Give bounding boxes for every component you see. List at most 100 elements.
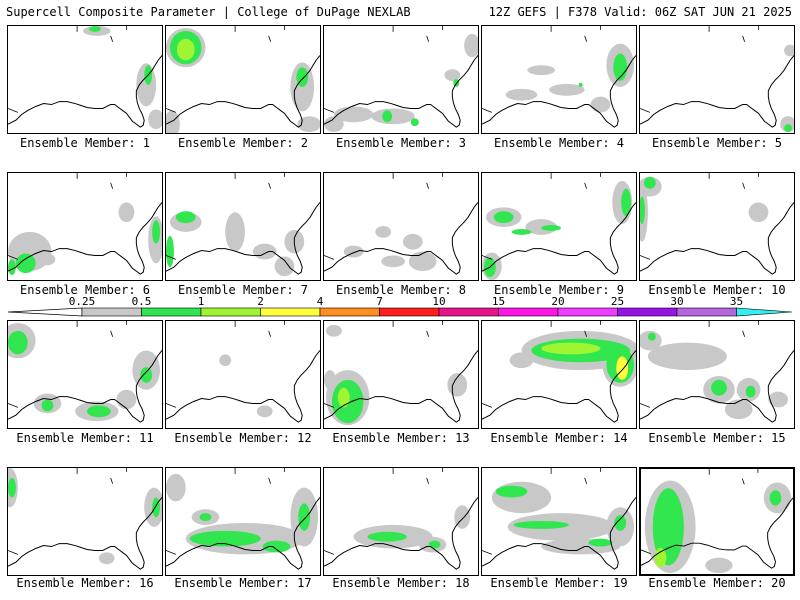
scp-contour-fill xyxy=(769,490,782,506)
colorbar-legend: 0.25 0.5 1 2 4 7 10 15 20 25 30 35 xyxy=(8,296,792,317)
scp-contour-fill xyxy=(549,83,585,96)
ensemble-member-map[interactable] xyxy=(481,172,637,281)
scp-contour-fill xyxy=(444,69,461,81)
ensemble-member-map[interactable] xyxy=(481,320,637,429)
scp-contour-fill xyxy=(166,235,174,268)
member-label: Ensemble Member: 2 xyxy=(177,136,309,150)
colorbar-segment xyxy=(676,307,737,317)
member-map-canvas xyxy=(324,468,478,570)
scp-contour-fill xyxy=(274,256,295,277)
state-border xyxy=(110,35,114,42)
member-map-canvas xyxy=(482,26,636,128)
scp-contour-fill xyxy=(491,481,552,514)
scp-contour-fill xyxy=(98,552,115,565)
coastline xyxy=(641,497,793,569)
state-border xyxy=(584,35,588,42)
ensemble-member-map[interactable] xyxy=(7,467,163,576)
scp-contour-fill xyxy=(402,233,423,250)
scp-contour-fill xyxy=(86,405,111,418)
member-label: Ensemble Member: 7 xyxy=(177,283,309,297)
coastline xyxy=(482,202,636,275)
member-map-canvas xyxy=(482,173,636,280)
coastline xyxy=(482,55,636,128)
state-border xyxy=(741,478,745,485)
scp-contour-fill xyxy=(116,389,137,410)
coastline xyxy=(324,497,478,570)
colorbar-segment xyxy=(319,307,380,317)
scp-contour-fill xyxy=(39,253,56,266)
member-map-canvas xyxy=(166,468,320,570)
scp-contour-fill xyxy=(8,330,28,355)
state-border xyxy=(640,255,651,260)
ensemble-member-map[interactable] xyxy=(639,467,795,576)
state-border xyxy=(324,255,335,260)
ensemble-member-map[interactable] xyxy=(165,320,321,429)
scp-contour-fill xyxy=(724,399,753,420)
state-border xyxy=(324,403,335,408)
state-border xyxy=(426,35,430,42)
scp-contour-fill xyxy=(375,226,392,238)
state-border xyxy=(742,35,746,42)
coastline xyxy=(324,350,478,423)
scp-contour-fill xyxy=(324,116,344,133)
scp-contour-fill xyxy=(621,188,632,217)
scp-contour-fill xyxy=(140,367,153,383)
state-border xyxy=(584,182,588,189)
coastline xyxy=(482,497,636,570)
scp-contour-fill xyxy=(652,488,684,566)
ensemble-member-map[interactable] xyxy=(323,25,479,134)
ensemble-member-map[interactable] xyxy=(639,172,795,281)
scp-contour-fill xyxy=(41,399,54,412)
state-border xyxy=(482,403,493,408)
scp-contour-fill xyxy=(256,405,273,418)
ensemble-member-map[interactable] xyxy=(639,320,795,429)
coastline xyxy=(640,55,794,128)
member-map-canvas xyxy=(482,468,636,570)
scp-contour-fill xyxy=(578,82,583,87)
member-label: Ensemble Member: 10 xyxy=(648,283,786,297)
member-map-canvas xyxy=(324,321,478,426)
scp-contour-fill xyxy=(768,391,789,408)
ensemble-member-map[interactable] xyxy=(323,467,479,576)
ensemble-member-map[interactable] xyxy=(323,320,479,429)
state-border xyxy=(268,477,272,484)
state-border xyxy=(742,182,746,189)
colorbar-segment xyxy=(81,307,142,317)
scp-contour-fill xyxy=(408,251,437,272)
ensemble-member-map[interactable] xyxy=(639,25,795,134)
state-border xyxy=(268,35,272,42)
coastline xyxy=(8,55,162,128)
ensemble-member-map[interactable] xyxy=(7,320,163,429)
scp-contour-fill xyxy=(337,387,350,408)
colorbar-tick-label: 20 xyxy=(551,296,564,308)
scp-contour-fill xyxy=(495,485,528,498)
ensemble-member-map[interactable] xyxy=(165,467,321,576)
ensemble-member-map[interactable] xyxy=(7,25,163,134)
member-label: Ensemble Member: 14 xyxy=(490,431,628,445)
colorbar-tick-label: 35 xyxy=(730,296,743,308)
ensemble-member-map[interactable] xyxy=(481,467,637,576)
member-map-canvas xyxy=(641,469,793,574)
state-border xyxy=(482,255,493,260)
member-map-canvas xyxy=(8,468,162,570)
coastline xyxy=(640,350,794,423)
ensemble-member-map[interactable] xyxy=(7,172,163,281)
state-border xyxy=(482,108,493,113)
ensemble-member-map[interactable] xyxy=(165,25,321,134)
member-map-canvas xyxy=(324,26,478,133)
scp-contour-fill xyxy=(640,196,645,225)
coastline xyxy=(166,350,320,423)
state-border xyxy=(8,550,19,555)
scp-contour-fill xyxy=(711,379,727,396)
state-border xyxy=(324,108,335,113)
colorbar-tick-label: 2 xyxy=(257,296,264,308)
coastline xyxy=(166,497,320,570)
colorbar-tick-label: 0.5 xyxy=(132,296,152,308)
ensemble-member-map[interactable] xyxy=(481,25,637,134)
scp-contour-fill xyxy=(371,108,415,125)
ensemble-member-map[interactable] xyxy=(323,172,479,281)
state-border xyxy=(8,403,19,408)
scp-contour-fill xyxy=(614,515,627,531)
ensemble-member-map[interactable] xyxy=(165,172,321,281)
scp-contour-fill xyxy=(527,65,556,76)
